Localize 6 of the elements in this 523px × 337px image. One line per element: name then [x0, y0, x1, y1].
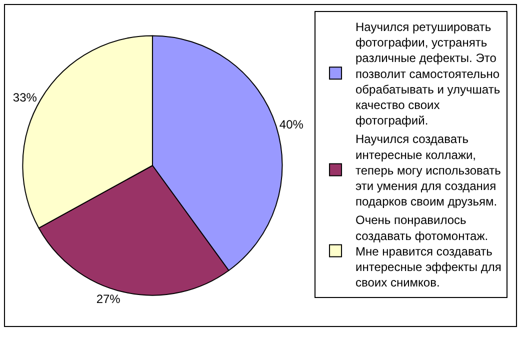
legend-label: Научился создавать интересные коллажи, теперь могу использовать эти умения для создания подарков своим друзьям.: [356, 132, 501, 209]
legend-label: Научился ретушировать фотографии, устранять различные дефекты. Это позволит самостоятельно обрабатывать и улучшать качество своих фотографий.: [356, 20, 500, 128]
data-label: 27%: [96, 292, 121, 306]
data-label: 33%: [12, 90, 38, 105]
legend-label: Очень понравилось создавать фотомонтаж. Мне нравится создавать интересные эффекты для своих снимков.: [356, 213, 502, 290]
data-label: 40%: [279, 118, 304, 132]
